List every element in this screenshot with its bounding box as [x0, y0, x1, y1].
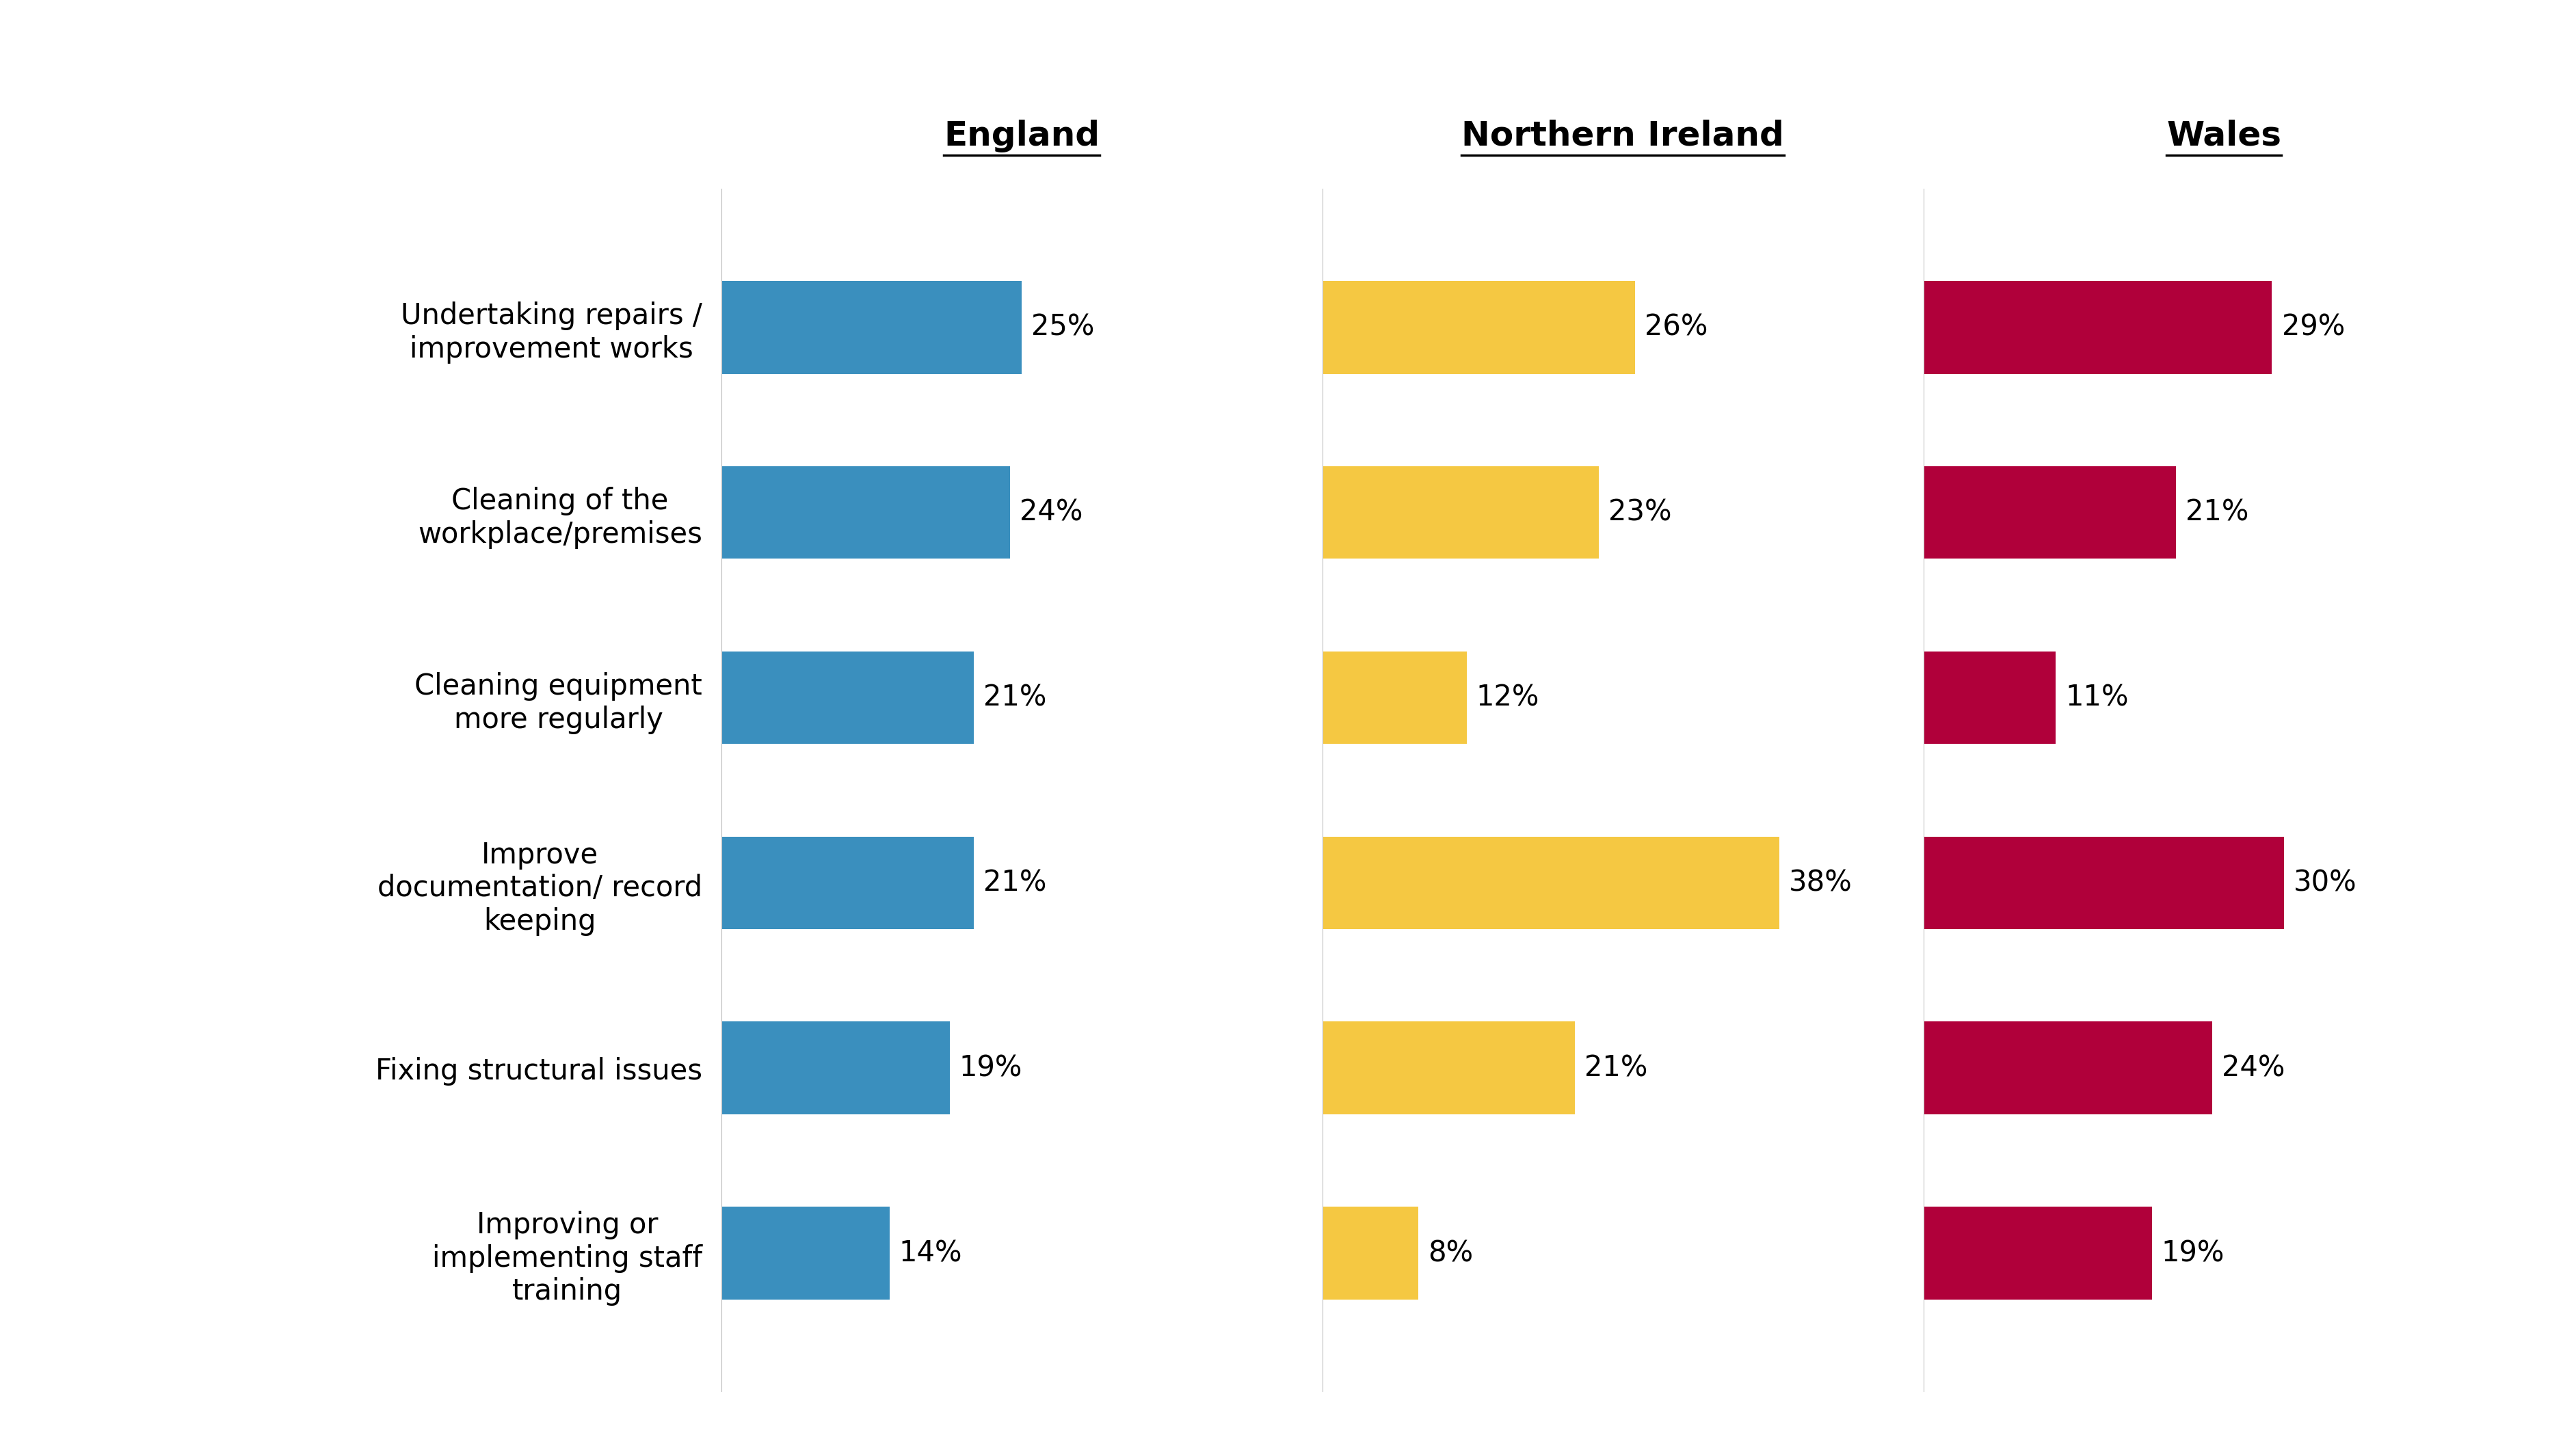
Text: 19%: 19%: [2161, 1238, 2226, 1267]
Text: 29%: 29%: [2282, 313, 2344, 342]
Text: 25%: 25%: [1030, 313, 1095, 342]
Bar: [1321, 837, 1780, 929]
Text: 26%: 26%: [1643, 313, 1708, 342]
Bar: [1924, 281, 2272, 374]
Bar: [1924, 651, 2056, 744]
Text: 21%: 21%: [2184, 499, 2249, 526]
Bar: [721, 467, 1010, 558]
Bar: [1924, 1022, 2213, 1114]
Bar: [1924, 837, 2285, 929]
Text: 24%: 24%: [1020, 499, 1082, 526]
Text: 21%: 21%: [984, 869, 1046, 898]
Text: 21%: 21%: [1584, 1054, 1649, 1082]
Text: Wales: Wales: [2166, 119, 2282, 152]
Bar: [721, 281, 1023, 374]
Bar: [1321, 651, 1466, 744]
Bar: [1924, 467, 2177, 558]
Text: 11%: 11%: [2066, 683, 2128, 712]
Text: Northern Ireland: Northern Ireland: [1461, 119, 1785, 152]
Text: 38%: 38%: [1788, 869, 1852, 898]
Bar: [721, 837, 974, 929]
Bar: [1924, 1206, 2151, 1299]
Bar: [721, 1022, 951, 1114]
Bar: [721, 1206, 889, 1299]
Text: 12%: 12%: [1476, 683, 1540, 712]
Text: 23%: 23%: [1607, 499, 1672, 526]
Bar: [721, 651, 974, 744]
Text: England: England: [943, 119, 1100, 152]
Text: 14%: 14%: [899, 1238, 963, 1267]
Text: 24%: 24%: [2221, 1054, 2285, 1082]
Text: 21%: 21%: [984, 683, 1046, 712]
Bar: [1321, 1206, 1419, 1299]
Bar: [1321, 1022, 1574, 1114]
Text: 19%: 19%: [958, 1054, 1023, 1082]
Bar: [1321, 467, 1600, 558]
Bar: [1321, 281, 1636, 374]
Text: 8%: 8%: [1427, 1238, 1473, 1267]
Text: 30%: 30%: [2293, 869, 2357, 898]
